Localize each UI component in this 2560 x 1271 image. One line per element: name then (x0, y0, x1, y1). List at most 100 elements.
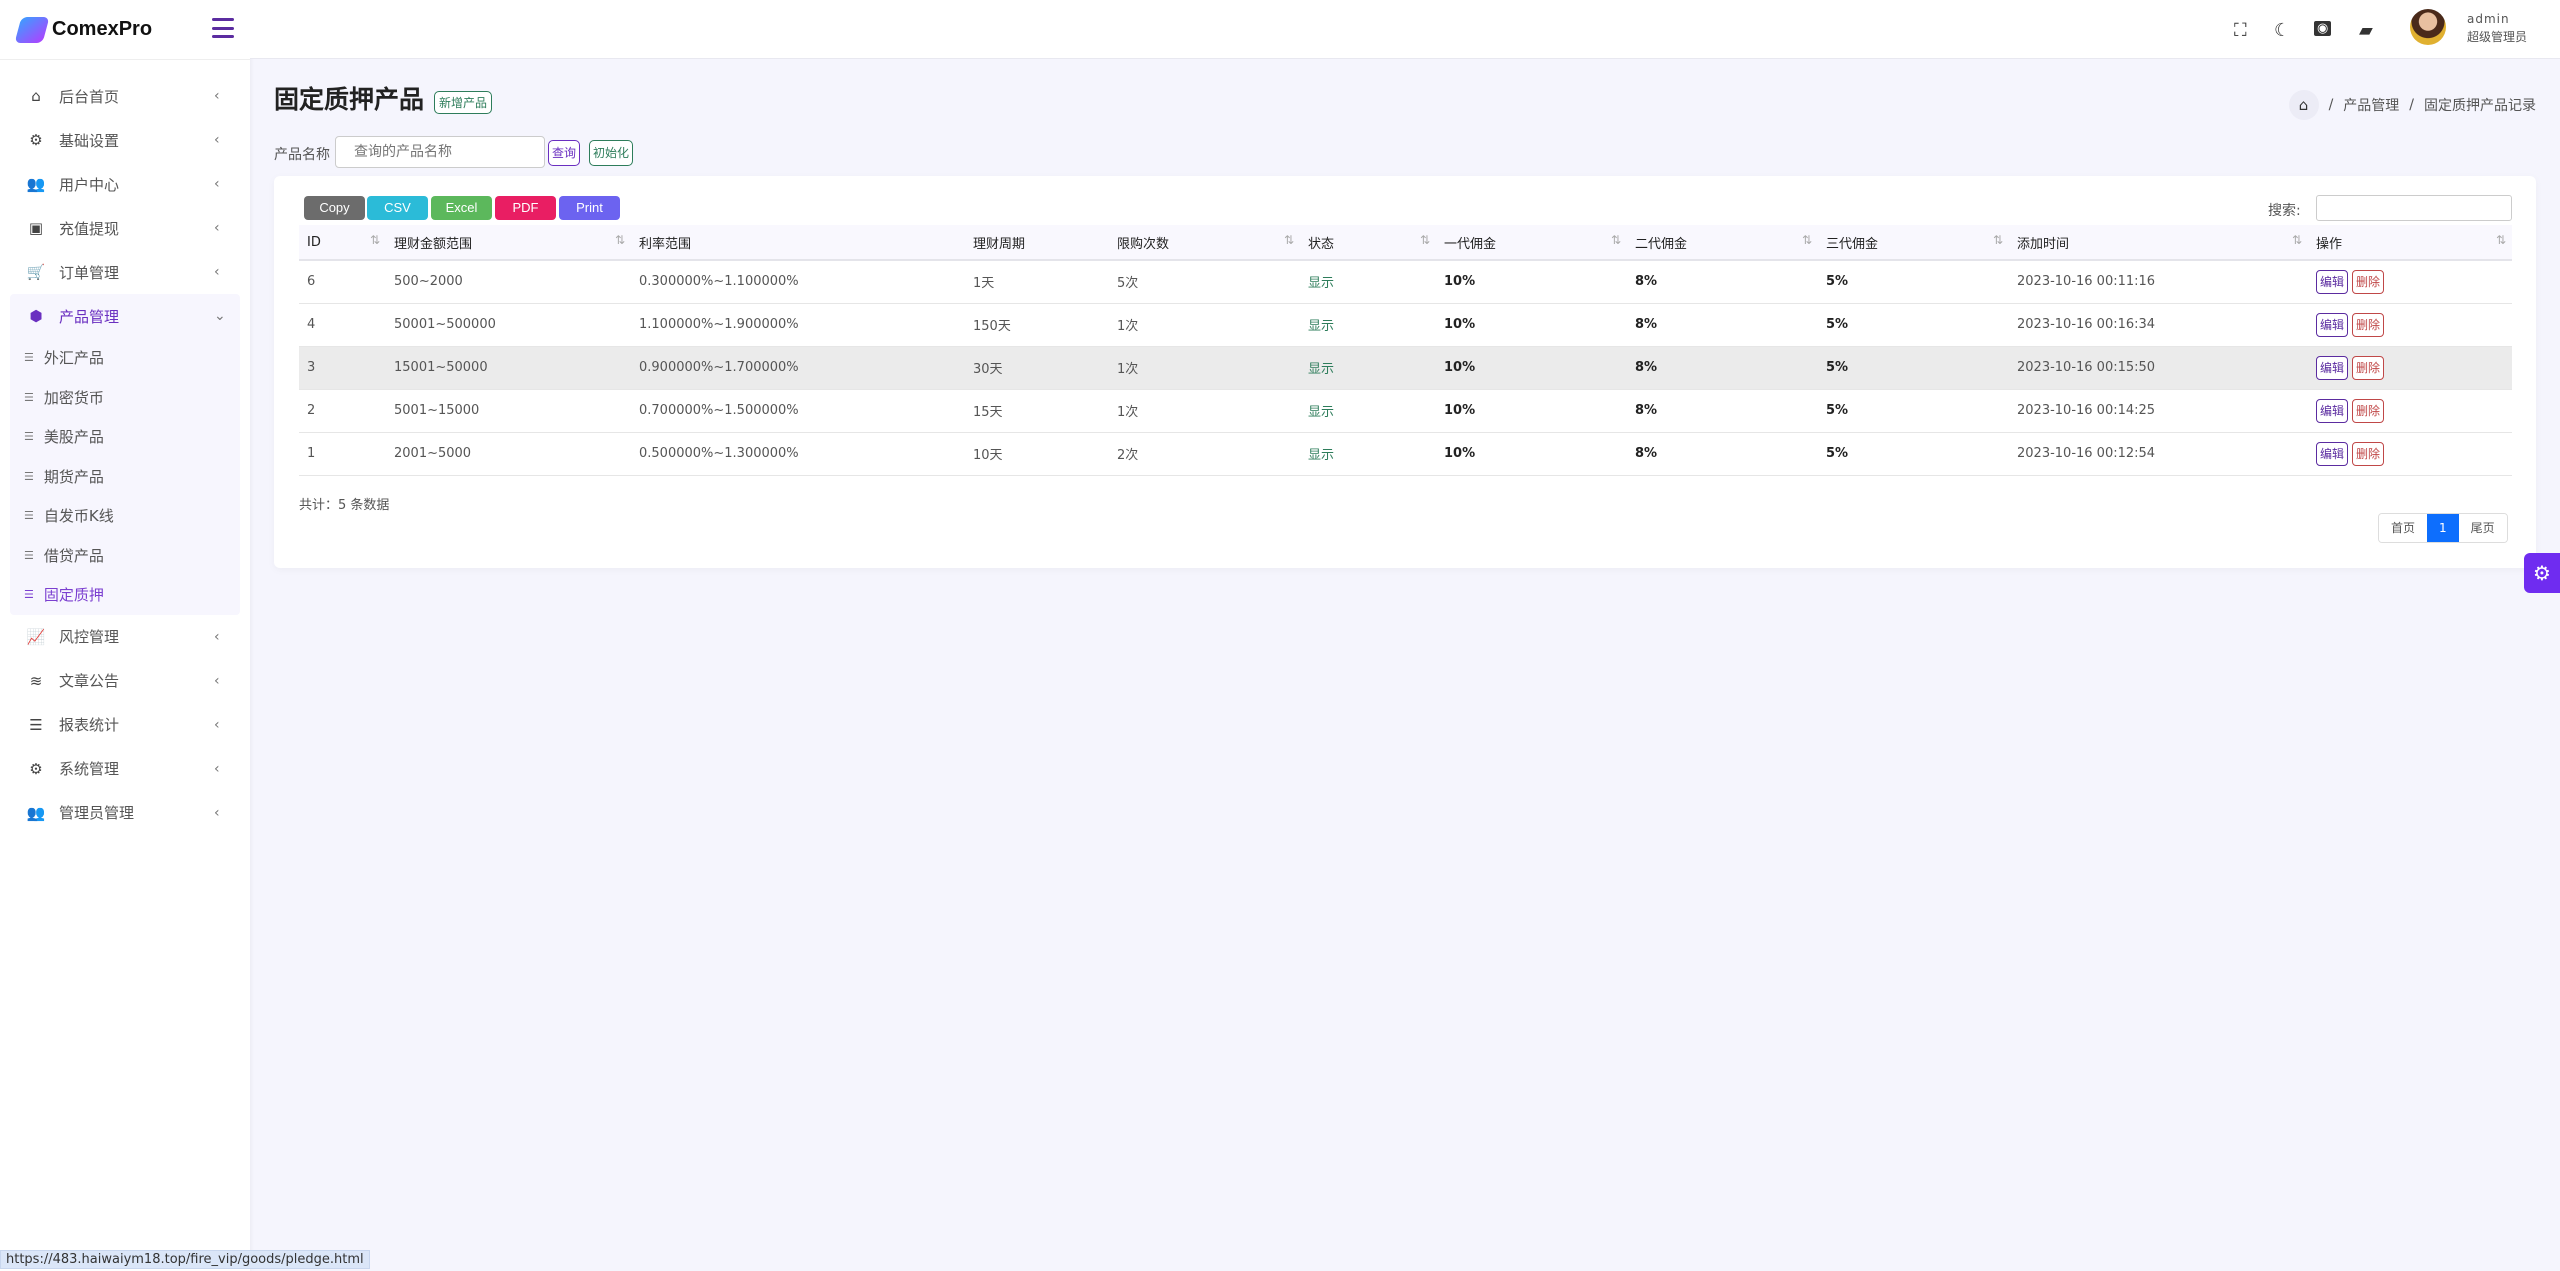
table-cell: 1次 (1109, 303, 1300, 347)
sidebar-item[interactable]: ≋ 文章公告 ‹ (0, 659, 250, 703)
query-button[interactable]: 查询 (548, 140, 581, 166)
sort-icon[interactable]: ⇅ (369, 233, 380, 247)
layers-icon: ≋ (29, 671, 43, 690)
add-product-button[interactable]: 新增产品 (434, 91, 493, 114)
column-header[interactable]: 一代佣金 ⇅ (1436, 225, 1627, 261)
sidebar-item[interactable]: ▣ 充值提现 ‹ (0, 206, 250, 250)
edit-button[interactable]: 编辑 (2316, 312, 2349, 337)
users-icon: 👥 (26, 175, 46, 193)
sort-icon[interactable]: ⇅ (2495, 233, 2506, 247)
delete-button[interactable]: 删除 (2352, 312, 2385, 337)
table-search-input[interactable] (2316, 195, 2512, 221)
sidebar-item-label: 用户中心 (59, 175, 120, 194)
app-name: ComexPro (52, 18, 153, 40)
column-header-label: 二代佣金 (1635, 236, 1688, 252)
delete-button[interactable]: 删除 (2352, 269, 2385, 294)
table-cell: 10% (1436, 432, 1627, 476)
table-cell: 15天 (965, 389, 1109, 433)
export-csv-button[interactable]: CSV (367, 196, 428, 220)
sidebar-item[interactable]: ⌂ 后台首页 ‹ (0, 74, 250, 118)
column-header[interactable]: ID ⇅ (299, 225, 386, 261)
column-header[interactable]: 利率范围 (631, 225, 965, 261)
column-header[interactable]: 限购次数 ⇅ (1109, 225, 1300, 261)
column-header[interactable]: 添加时间 ⇅ (2009, 225, 2308, 261)
export-copy-button[interactable]: Copy (304, 196, 365, 220)
sort-icon[interactable]: ⇅ (1283, 233, 1294, 247)
reset-button[interactable]: 初始化 (589, 140, 634, 166)
edit-button[interactable]: 编辑 (2316, 398, 2349, 423)
sidebar-subitem[interactable]: ☰ 期货产品 (10, 457, 240, 497)
table-cell: 8% (1627, 346, 1818, 390)
sidebar-item[interactable]: ⚙ 系统管理 ‹ (0, 747, 250, 791)
edit-button[interactable]: 编辑 (2316, 441, 2349, 466)
sidebar-subitem[interactable]: ☰ 外汇产品 (10, 338, 240, 378)
page-1-button[interactable]: 1 (2427, 514, 2459, 542)
user-name[interactable]: admin (2467, 12, 2510, 26)
sidebar-subitem[interactable]: ☰ 借贷产品 (10, 536, 240, 576)
page-title: 固定质押产品 (274, 85, 425, 114)
edit-button[interactable]: 编辑 (2316, 269, 2349, 294)
sidebar-subitem[interactable]: ☰ 美股产品 (10, 417, 240, 457)
avatar[interactable] (2410, 9, 2446, 45)
table-cell: 5% (1818, 260, 2009, 304)
table-cell: 2 (299, 389, 386, 433)
cogs-icon: ⚙ (29, 131, 43, 149)
message-icon[interactable]: ▰ (2359, 20, 2373, 41)
edit-button[interactable]: 编辑 (2316, 355, 2349, 380)
table-row: 1 2001~5000 0.500000%~1.300000% 10天 2次 显示 10% 8… (299, 432, 2512, 476)
top-bar (250, 0, 2560, 59)
sidebar-item[interactable]: 👥 管理员管理 ‹ (0, 791, 250, 835)
moon-icon[interactable]: ☾ (2274, 20, 2291, 41)
sort-icon[interactable]: ⇅ (1801, 233, 1812, 247)
column-header-label: 利率范围 (639, 236, 692, 252)
column-header[interactable]: 三代佣金 ⇅ (1818, 225, 2009, 261)
column-header[interactable]: 状态 ⇅ (1300, 225, 1436, 261)
sidebar-item[interactable]: ☰ 报表统计 ‹ (0, 703, 250, 747)
column-header[interactable]: 二代佣金 ⇅ (1627, 225, 1818, 261)
chart-line-icon: 📈 (26, 627, 46, 646)
chevron-left-icon: ‹ (214, 760, 220, 777)
money-icon[interactable]: ◉ (2314, 21, 2332, 36)
table-cell: 10天 (965, 432, 1109, 476)
sidebar-subitem[interactable]: ☰ 自发币K线 (10, 496, 240, 536)
delete-button[interactable]: 删除 (2352, 398, 2385, 423)
table-cell: 150天 (965, 303, 1109, 347)
breadcrumb-item[interactable]: 产品管理 (2343, 98, 2400, 114)
table-cell: 显示 (1300, 346, 1436, 390)
export-pdf-button[interactable]: PDF (495, 196, 556, 220)
sidebar-item[interactable]: ⬢ 产品管理 ⌄ (10, 294, 240, 338)
column-header[interactable]: 理财周期 (965, 225, 1109, 261)
table-cell: 2023-10-16 00:16:34 (2009, 303, 2308, 347)
sidebar-item[interactable]: 👥 用户中心 ‹ (0, 162, 250, 206)
product-name-input[interactable] (335, 136, 545, 168)
sidebar-item[interactable]: ⚙ 基础设置 ‹ (0, 118, 250, 162)
sidebar-subitem[interactable]: ☰ 固定质押 (10, 575, 240, 615)
product-name-label: 产品名称 (274, 147, 330, 163)
export-excel-button[interactable]: Excel (431, 196, 492, 220)
sort-icon[interactable]: ⇅ (2291, 233, 2302, 247)
column-header[interactable]: 理财金额范围 ⇅ (386, 225, 631, 261)
sidebar-item[interactable]: 📈 风控管理 ‹ (0, 615, 250, 659)
sort-icon[interactable]: ⇅ (614, 233, 625, 247)
sidebar-subitem[interactable]: ☰ 加密货币 (10, 378, 240, 418)
chevron-left-icon: ‹ (214, 176, 220, 192)
column-header[interactable]: 操作 ⇅ (2308, 225, 2512, 261)
home-icon[interactable]: ⌂ (2288, 90, 2319, 120)
column-header-label: 状态 (1308, 236, 1335, 252)
delete-button[interactable]: 删除 (2352, 355, 2385, 380)
sidebar-item[interactable]: 🛒 订单管理 ‹ (0, 250, 250, 294)
last-page-button[interactable]: 尾页 (2458, 514, 2507, 542)
sidebar-item-label: 文章公告 (59, 672, 120, 690)
settings-gear-icon[interactable]: ⚙ (2524, 553, 2560, 593)
sort-icon[interactable]: ⇅ (1992, 233, 2003, 247)
delete-button[interactable]: 删除 (2352, 441, 2385, 466)
export-print-button[interactable]: Print (559, 196, 620, 220)
logo[interactable]: ComexPro (0, 0, 250, 60)
chevron-left-icon: ‹ (214, 716, 220, 733)
sort-icon[interactable]: ⇅ (1610, 233, 1621, 247)
menu-toggle-icon[interactable] (212, 18, 234, 38)
sidebar-subitem-label: 借贷产品 (43, 546, 104, 565)
sort-icon[interactable]: ⇅ (1419, 233, 1430, 247)
fullscreen-icon[interactable]: ⛶ (2234, 20, 2247, 41)
first-page-button[interactable]: 首页 (2379, 514, 2428, 542)
